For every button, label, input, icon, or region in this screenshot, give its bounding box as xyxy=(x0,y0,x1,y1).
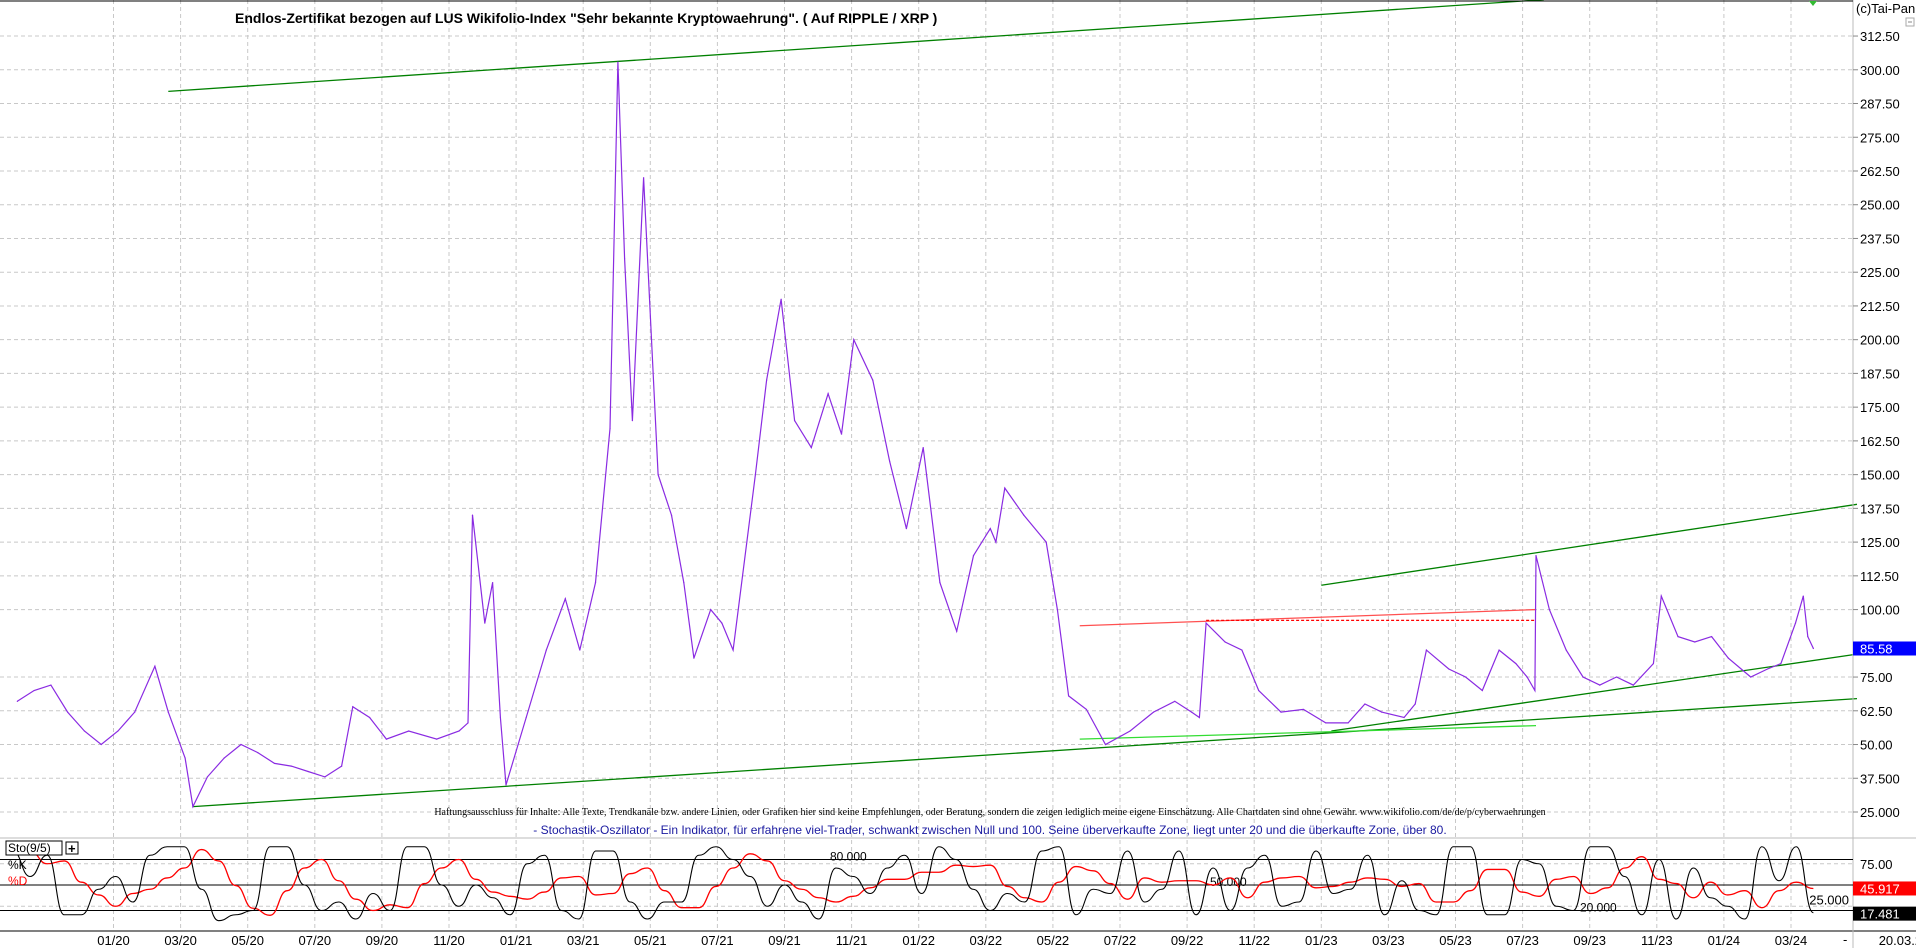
y-tick-label: 112.50 xyxy=(1860,569,1899,584)
svg-text:85.58: 85.58 xyxy=(1860,641,1893,656)
x-tick-label: 03/23 xyxy=(1372,933,1405,948)
trendline[interactable] xyxy=(1079,608,1537,627)
svg-text:17.481: 17.481 xyxy=(1860,907,1900,922)
y-tick-label: 225.00 xyxy=(1860,265,1900,280)
chart-title: Endlos-Zertifikat bezogen auf LUS Wikifo… xyxy=(235,10,937,26)
stoch-k-line xyxy=(12,846,1814,922)
x-tick-label: 01/24 xyxy=(1708,933,1741,948)
y-tick-label: 50.00 xyxy=(1860,738,1893,753)
sto-legend[interactable]: Sto(9/5) + xyxy=(5,840,79,856)
x-tick-label: 11/20 xyxy=(433,933,465,948)
sto-label: Sto(9/5) xyxy=(8,841,51,855)
y-tick-label: 275.00 xyxy=(1860,130,1900,145)
y-tick-label: 175.00 xyxy=(1860,400,1900,415)
stoch-level-label: 80.000 xyxy=(830,850,867,864)
marker-triangle-icon xyxy=(1809,1,1817,6)
collapse-button[interactable] xyxy=(1905,17,1915,27)
x-tick-label: 01/22 xyxy=(902,933,935,948)
y-tick-label: 212.50 xyxy=(1860,299,1900,314)
y-tick-label: 125.00 xyxy=(1860,535,1900,550)
x-tick-label: 09/23 xyxy=(1573,933,1606,948)
y-tick-label: 300.00 xyxy=(1860,63,1900,78)
x-tick-label: 05/22 xyxy=(1037,933,1070,948)
y-tick-label: 137.50 xyxy=(1860,501,1900,516)
y-tick-label: 37.500 xyxy=(1860,771,1900,786)
y-tick-label: 150.00 xyxy=(1860,468,1900,483)
x-axis: 01/20 03/20 05/20 07/20 09/20 11/20 01/21 03/21… xyxy=(97,933,1807,948)
y-tick-label: 250.00 xyxy=(1860,198,1900,213)
y-tick-label: 75.00 xyxy=(1860,670,1893,685)
x-tick-label: 05/20 xyxy=(231,933,264,948)
trendline[interactable] xyxy=(168,0,1544,93)
y-tick-label: 287.50 xyxy=(1860,97,1900,112)
last-price-badge: 85.58 xyxy=(1853,641,1916,656)
x-tick-label: 05/21 xyxy=(634,933,667,948)
x-tick-label: 11/22 xyxy=(1238,933,1270,948)
x-tick-label: 03/20 xyxy=(164,933,197,948)
plus-icon: + xyxy=(68,841,76,856)
trendline[interactable] xyxy=(1321,503,1858,586)
stoch-d-badge: 45.917 xyxy=(1853,881,1916,896)
x-tick-label: 11/21 xyxy=(836,933,868,948)
grid xyxy=(0,0,1853,931)
y-tick-label: 62.50 xyxy=(1860,704,1893,719)
expand-button[interactable] xyxy=(65,841,79,855)
last-date-label: 20.03.24 xyxy=(1879,933,1916,948)
copyright-label: (c)Tai-Pan xyxy=(1856,1,1915,16)
x-tick-label: 07/22 xyxy=(1104,933,1137,948)
trendline[interactable] xyxy=(192,697,1858,808)
trendline[interactable] xyxy=(1331,653,1858,732)
stoch-y-tick: 75.00 xyxy=(1860,857,1893,872)
y-tick-label: 262.50 xyxy=(1860,164,1900,179)
stoch-y-tick: 25.000 xyxy=(1809,892,1849,907)
y-tick-label: 200.00 xyxy=(1860,333,1900,348)
x-tick-label: 07/23 xyxy=(1506,933,1539,948)
y-tick-label: 25.000 xyxy=(1860,805,1900,820)
price-line xyxy=(16,61,1814,809)
stoch-level-label: 20.000 xyxy=(1580,901,1617,915)
trendlines[interactable] xyxy=(16,0,1858,808)
y-tick-label: 187.50 xyxy=(1860,366,1900,381)
x-tick-label: 01/21 xyxy=(500,933,533,948)
x-tick-label: 09/22 xyxy=(1171,933,1204,948)
stoch-k-badge: 17.481 xyxy=(1853,906,1916,922)
trendline[interactable] xyxy=(1079,724,1537,740)
x-tick-label: 09/21 xyxy=(768,933,801,948)
axis-dash: - xyxy=(1843,932,1847,947)
y-tick-label: 312.50 xyxy=(1860,29,1900,44)
x-tick-label: 09/20 xyxy=(366,933,399,948)
x-tick-label: 03/24 xyxy=(1775,933,1808,948)
stochastic-description: - Stochastik-Oszillator - Ein Indikator,… xyxy=(533,823,1446,837)
y-axis: 312.50 300.00 287.50 275.00 262.50 250.00 237.… xyxy=(1809,29,1900,907)
x-tick-label: 03/22 xyxy=(970,933,1003,948)
legend-k: %K xyxy=(8,858,27,872)
svg-text:45.917: 45.917 xyxy=(1860,881,1900,896)
x-tick-label: 07/20 xyxy=(299,933,332,948)
legend-d: %D xyxy=(8,874,28,888)
y-tick-label: 237.50 xyxy=(1860,231,1900,246)
x-tick-label: 01/23 xyxy=(1305,933,1338,948)
x-tick-label: 03/21 xyxy=(567,933,600,948)
x-tick-label: 01/20 xyxy=(97,933,130,948)
x-tick-label: 11/23 xyxy=(1641,933,1673,948)
disclaimer: Haftungsausschluss für Inhalte: Alle Tex… xyxy=(434,807,1545,818)
x-tick-label: 07/21 xyxy=(701,933,734,948)
x-tick-label: 05/23 xyxy=(1439,933,1472,948)
y-tick-label: 162.50 xyxy=(1860,434,1900,449)
y-tick-label: 100.00 xyxy=(1860,603,1900,618)
